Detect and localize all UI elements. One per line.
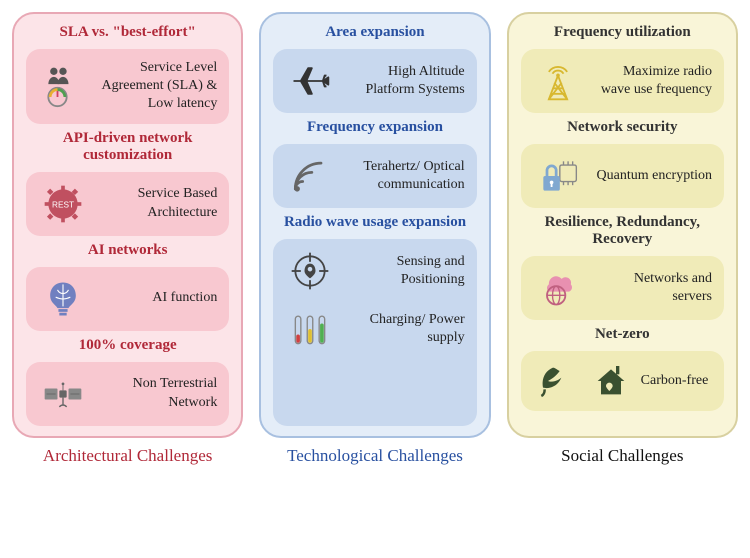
- tech-card-2-row-0-text: Sensing and Positioning: [345, 253, 464, 289]
- social-panel: Frequency utilization Maximize radio wav…: [507, 12, 738, 438]
- arch-card-0-text: Service Level Agreement (SLA) & Low late…: [98, 59, 217, 114]
- lock-chip-icon: [533, 154, 583, 198]
- tech-card-1-text: Terahertz/ Optical communication: [345, 158, 464, 194]
- tech-sec-1-title: Frequency expansion: [273, 119, 476, 136]
- satellite-icon: [38, 372, 88, 416]
- people-gauge-icon: [38, 64, 88, 108]
- tech-sec-0-title: Area expansion: [273, 24, 476, 41]
- arch-sec-1-title: API-driven network customization: [26, 130, 229, 164]
- tech-card-2-row-1: Charging/ Power supply: [285, 307, 464, 351]
- arch-card-1: REST Service Based Architecture: [26, 172, 229, 236]
- brain-bulb-icon: [38, 277, 88, 321]
- social-label: Social Challenges: [507, 446, 738, 466]
- social-card-1-text: Quantum encryption: [593, 167, 712, 185]
- arch-card-2: AI function: [26, 267, 229, 331]
- arch-card-1-text: Service Based Architecture: [98, 185, 217, 221]
- social-sec-0-title: Frequency utilization: [521, 24, 724, 41]
- social-column: Frequency utilization Maximize radio wav…: [507, 12, 738, 466]
- tech-card-0-text: High Altitude Platform Systems: [345, 63, 464, 99]
- tech-card-0: High Altitude Platform Systems: [273, 49, 476, 113]
- gear-rest-icon: REST: [38, 182, 88, 226]
- tower-icon: [533, 59, 583, 103]
- social-card-2: Networks and servers: [521, 256, 724, 320]
- challenges-diagram: SLA vs. "best-effort" Service Level Agre…: [12, 12, 738, 466]
- arch-label: Architectural Challenges: [12, 446, 243, 466]
- arch-card-2-text: AI function: [98, 289, 217, 307]
- social-card-2-text: Networks and servers: [593, 270, 712, 306]
- social-sec-1-title: Network security: [521, 119, 724, 136]
- arch-card-0: Service Level Agreement (SLA) & Low late…: [26, 49, 229, 124]
- arch-card-3: Non Terrestrial Network: [26, 362, 229, 426]
- tech-panel: Area expansion High Altitude Platform Sy…: [259, 12, 490, 438]
- social-card-0: Maximize radio wave use frequency: [521, 49, 724, 113]
- social-card-1: Quantum encryption: [521, 144, 724, 208]
- wifi-icon: [285, 154, 335, 198]
- leaf-house-icon: [533, 361, 631, 401]
- arch-sec-2-title: AI networks: [26, 242, 229, 259]
- tubes-icon: [285, 307, 335, 351]
- tech-sec-2-title: Radio wave usage expansion: [273, 214, 476, 231]
- social-sec-3-title: Net-zero: [521, 326, 724, 343]
- tech-card-2: Sensing and Positioning Charging/ Power …: [273, 239, 476, 426]
- arch-sec-3-title: 100% coverage: [26, 337, 229, 354]
- arch-column: SLA vs. "best-effort" Service Level Agre…: [12, 12, 243, 466]
- cloud-globe-icon: [533, 266, 583, 310]
- tech-column: Area expansion High Altitude Platform Sy…: [259, 12, 490, 466]
- social-sec-2-title: Resilience, Redundancy, Recovery: [521, 214, 724, 248]
- arch-sec-0-title: SLA vs. "best-effort": [26, 24, 229, 41]
- target-icon: [285, 249, 335, 293]
- arch-panel: SLA vs. "best-effort" Service Level Agre…: [12, 12, 243, 438]
- social-card-0-text: Maximize radio wave use frequency: [593, 63, 712, 99]
- tech-label: Technological Challenges: [259, 446, 490, 466]
- social-card-3: Carbon-free: [521, 351, 724, 411]
- svg-text:REST: REST: [52, 200, 74, 209]
- social-card-3-text: Carbon-free: [641, 372, 709, 390]
- tech-card-2-row-1-text: Charging/ Power supply: [345, 311, 464, 347]
- arch-card-3-text: Non Terrestrial Network: [98, 375, 217, 411]
- airplane-icon: [285, 59, 335, 103]
- tech-card-1: Terahertz/ Optical communication: [273, 144, 476, 208]
- tech-card-2-row-0: Sensing and Positioning: [285, 249, 464, 293]
